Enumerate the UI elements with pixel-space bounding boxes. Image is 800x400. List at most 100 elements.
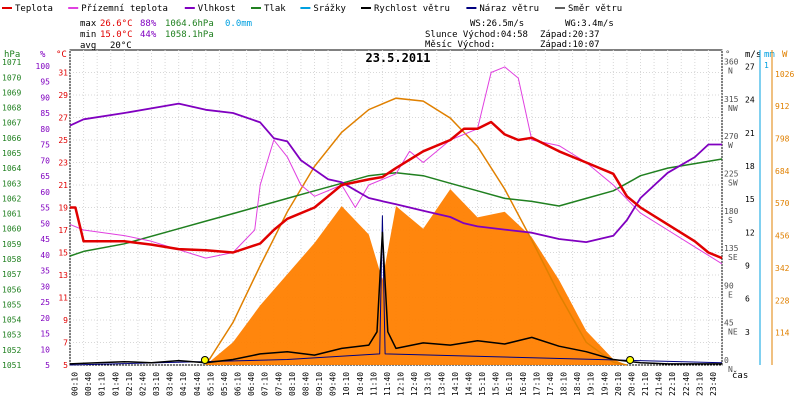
tick-temp: 9 (63, 316, 68, 325)
axis-label-hpa: hPa (4, 50, 20, 60)
tick-time: 10:10 (342, 372, 351, 396)
tick-wm2: 684 (775, 167, 790, 176)
tick-time: 11:10 (369, 372, 378, 396)
tick-time: 04:10 (179, 372, 188, 396)
tick-hpa: 1068 (2, 104, 21, 113)
tick-time: 09:10 (315, 372, 324, 396)
legend-label: Směr větru (568, 4, 622, 14)
stat-min-temp: 15.0°C (100, 30, 133, 40)
tick-hpa: 1057 (2, 270, 21, 279)
stat-sunrise: Slunce Východ:04:58 (425, 30, 528, 40)
tick-wm2: 114 (775, 329, 790, 338)
tick-time: 15:10 (478, 372, 487, 396)
tick-pct: 85 (40, 109, 50, 118)
tick-hpa: 1060 (2, 225, 21, 234)
tick-temp: 13 (58, 271, 68, 280)
tick-time: 01:10 (98, 372, 107, 396)
legend-label: Srážky (313, 4, 346, 14)
stat-min-label: min (80, 30, 96, 40)
tick-time: 01:40 (111, 372, 120, 396)
tick-time: 11:40 (383, 372, 392, 396)
tick-time: 07:40 (274, 372, 283, 396)
tick-time: 18:40 (573, 372, 582, 396)
tick-time: 19:10 (587, 372, 596, 396)
tick-time: 06:10 (234, 372, 243, 396)
tick-pct: 15 (40, 330, 50, 339)
stat-wind-speed: WS:26.5m/s (470, 19, 524, 29)
tick-dir-name: NE (728, 328, 738, 337)
stat-wind-gust: WG:3.4m/s (565, 19, 614, 29)
tick-hpa: 1062 (2, 194, 21, 203)
axis-label-pct: % (40, 50, 46, 60)
tick-ms: 6 (745, 295, 750, 304)
axis-label-w: W (782, 50, 788, 60)
tick-pct: 80 (40, 125, 50, 134)
tick-ms: 12 (745, 228, 755, 237)
tick-time: 10:40 (356, 372, 365, 396)
tick-pct: 35 (40, 267, 50, 276)
tick-time: 03:40 (166, 372, 175, 396)
tick-pct: 65 (40, 172, 50, 181)
tick-time: 13:10 (424, 372, 433, 396)
tick-time: 14:40 (464, 372, 473, 396)
tick-ms: 18 (745, 162, 755, 171)
tick-time: 21:10 (641, 372, 650, 396)
tick-pct: 10 (40, 345, 50, 354)
series-wind-gust (69, 215, 723, 366)
axis-label-mm: mm (764, 50, 775, 60)
series-theoretical-radiation (205, 97, 628, 366)
tick-pct: 95 (40, 78, 50, 87)
tick-dir-name: E (728, 290, 733, 299)
tick-hpa: 1051 (2, 361, 21, 370)
tick-hpa: 1070 (2, 73, 21, 82)
stat-moonset: Západ:10:07 (540, 40, 600, 50)
tick-temp: 21 (58, 181, 68, 190)
tick-time: 15:40 (492, 372, 501, 396)
tick-dir-name: N (728, 67, 733, 76)
tick-dir-name: SE (728, 253, 738, 262)
tick-dir: 90 (724, 281, 734, 290)
tick-time: 18:10 (560, 372, 569, 396)
stat-max-label: max (80, 19, 97, 29)
tick-pct: 90 (40, 93, 50, 102)
tick-mm: 1 (764, 61, 769, 70)
tick-wm2: 456 (775, 232, 790, 241)
tick-time: 05:40 (220, 372, 229, 396)
axis-label-dir: ° (725, 50, 730, 60)
series-temperature (70, 120, 723, 260)
stat-max-pressure: 1064.6hPa (165, 19, 214, 29)
tick-ms: 9 (745, 262, 750, 271)
tick-time: 12:40 (410, 372, 419, 396)
tick-wm2: 342 (775, 264, 790, 273)
legend-label: Náraz větru (479, 4, 539, 14)
series-wind-speed (69, 231, 722, 365)
tick-temp: 23 (58, 159, 68, 168)
tick-temp: 11 (58, 294, 68, 303)
tick-time: 12:10 (397, 372, 406, 396)
tick-time: 02:40 (138, 372, 147, 396)
tick-hpa: 1063 (2, 179, 21, 188)
tick-time: 23:40 (709, 372, 718, 396)
tick-dir: 225 (724, 169, 739, 178)
stat-avg-label: avg (80, 41, 96, 51)
stat-max-temp: 26.6°C (100, 19, 133, 29)
tick-ms: 3 (745, 328, 750, 337)
stat-avg-temp: 20°C (110, 41, 132, 51)
tick-time: 00:40 (84, 372, 93, 396)
tick-temp: 29 (58, 91, 68, 100)
tick-temp: 7 (63, 339, 68, 348)
tick-temp: 25 (58, 136, 68, 145)
tick-wm2: 570 (775, 199, 790, 208)
tick-time: 16:10 (505, 372, 514, 396)
tick-dir: 45 (724, 319, 734, 328)
tick-dir: 135 (724, 244, 739, 253)
tick-time: 23:10 (695, 372, 704, 396)
stat-moonrise: Měsíc Východ: (425, 40, 495, 50)
tick-time: 00:10 (71, 372, 80, 396)
tick-time: 09:40 (329, 372, 338, 396)
tick-hpa: 1055 (2, 300, 21, 309)
tick-hpa: 1061 (2, 210, 21, 219)
tick-time: 08:10 (288, 372, 297, 396)
